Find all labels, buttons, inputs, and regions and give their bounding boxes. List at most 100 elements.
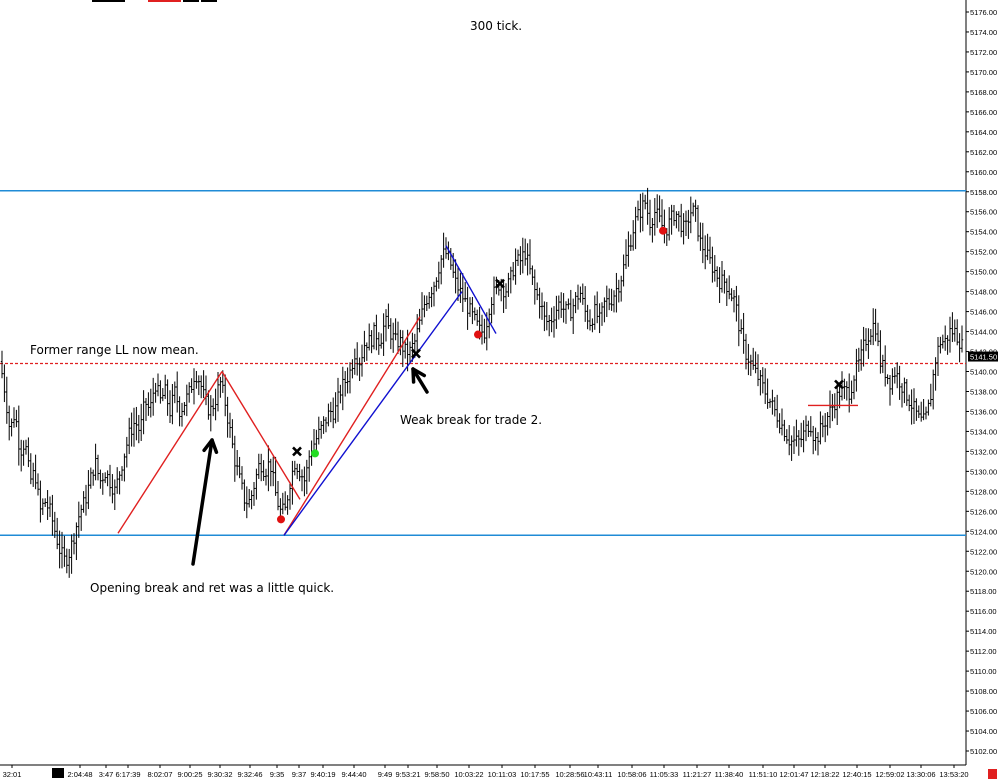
red-trendline — [221, 371, 301, 500]
last-price-tag: 5141.50 — [968, 351, 998, 362]
y-tick-label: 5116.00 — [970, 607, 997, 616]
x-tick-label: 11:21:27 — [683, 770, 712, 779]
y-tick-label: 5162.00 — [970, 148, 997, 157]
y-axis: 5176.00 5174.00 5172.00 5170.00 5168.00 5166.… — [965, 0, 997, 765]
x-tick-label: 9:49 — [378, 770, 393, 779]
x-tick-label: 8:02:07 — [147, 770, 172, 779]
x-tick-label: 9:30:32 — [207, 770, 232, 779]
y-tick-label: 5130.00 — [970, 467, 997, 476]
annotation-arrows — [191, 367, 429, 566]
y-tick-label: 5150.00 — [970, 268, 997, 277]
red-dot-marker — [659, 226, 667, 235]
trendlines — [117, 245, 858, 536]
x-mark-marker — [292, 446, 302, 457]
x-tick-label: 9:44:40 — [341, 770, 366, 779]
blue-trendline — [283, 291, 463, 536]
y-tick-label: 5148.00 — [970, 288, 997, 297]
red-trendline — [283, 316, 421, 536]
x-tick-label: 10:43:11 — [584, 770, 613, 779]
y-tick-label: 5174.00 — [970, 28, 997, 37]
y-tick-label: 5160.00 — [970, 168, 997, 177]
y-tick-label: 5172.00 — [970, 48, 997, 57]
y-tick-label: 5134.00 — [970, 427, 997, 436]
y-tick-label: 5158.00 — [970, 188, 997, 197]
x-tick-label: 11:51:10 — [749, 770, 778, 779]
chart-title: 300 tick. — [470, 19, 522, 33]
x-mark-marker — [834, 379, 844, 390]
red-dot-marker — [474, 330, 482, 339]
x-tick-label: 10:58:06 — [617, 770, 646, 779]
x-tick-label: 10:28:56 — [555, 770, 584, 779]
y-tick-label: 5106.00 — [970, 707, 997, 716]
x-tick-label: 2-2 — [53, 769, 64, 778]
x-mark-stroke — [411, 348, 421, 359]
x-tick-label: 10:17:55 — [520, 770, 549, 779]
y-tick-label: 5136.00 — [970, 407, 997, 416]
x-tick-label: 11:38:40 — [715, 770, 744, 779]
y-tick-label: 5176.00 — [970, 8, 997, 17]
y-tick-label: 5112.00 — [970, 647, 997, 656]
y-tick-label: 5104.00 — [970, 727, 997, 736]
x-tick-label: 9:32:46 — [237, 770, 262, 779]
red-dot-marker — [277, 515, 285, 524]
x-tick-label: 12:59:02 — [875, 770, 904, 779]
trade-markers — [277, 226, 844, 524]
y-tick-label: 5168.00 — [970, 88, 997, 97]
x-tick-label: 9:40:19 — [310, 770, 335, 779]
annotation-opening-break: Opening break and ret was a little quick… — [90, 581, 334, 595]
y-tick-label: 5108.00 — [970, 687, 997, 696]
x-mark-marker — [495, 278, 505, 289]
toolbar-remnants — [92, 0, 217, 2]
x-axis: 32:01 2-2 2:04:48 3:47 6:17:39 8:02:07 9:00:25… — [0, 764, 969, 779]
y-tick-label: 5146.00 — [970, 308, 997, 317]
x-tick-label: 9:58:50 — [424, 770, 449, 779]
y-tick-label: 5126.00 — [970, 507, 997, 516]
x-tick-label: 9:37 — [292, 770, 307, 779]
y-tick-label: 5154.00 — [970, 228, 997, 237]
y-tick-label: 5114.00 — [970, 627, 997, 636]
x-tick-label: 32:01 — [3, 770, 22, 779]
blue-trendline — [445, 245, 497, 334]
x-tick-label: 12:18:22 — [810, 770, 839, 779]
y-tick-label: 5124.00 — [970, 527, 997, 536]
scroll-indicator[interactable] — [988, 769, 997, 779]
x-tick-label: 9:53:21 — [395, 770, 420, 779]
arrow-head — [411, 367, 427, 384]
x-tick-label: 12:01:47 — [779, 770, 808, 779]
arrow-shaft — [411, 367, 429, 394]
x-mark-marker — [411, 348, 421, 359]
x-tick-label: 9:35 — [270, 770, 285, 779]
x-tick-label: 13:30:06 — [906, 770, 935, 779]
x-tick-label: 6:17:39 — [115, 770, 140, 779]
x-tick-date-bg — [52, 768, 64, 778]
annotation-arrow — [411, 367, 429, 394]
y-tick-label: 5118.00 — [970, 587, 997, 596]
y-tick-label: 5152.00 — [970, 248, 997, 257]
annotation-weak-break: Weak break for trade 2. — [400, 413, 542, 427]
y-tick-label: 5156.00 — [970, 208, 997, 217]
y-tick-label: 5144.00 — [970, 328, 997, 337]
last-price-label: 5141.50 — [970, 353, 997, 362]
x-tick-label: 13:53:20 — [939, 770, 968, 779]
y-tick-label: 5166.00 — [970, 108, 997, 117]
x-tick-label: 9:00:25 — [177, 770, 202, 779]
y-tick-label: 5140.00 — [970, 368, 997, 377]
green-dot-marker — [311, 449, 319, 458]
x-tick-label: 12:40:15 — [842, 770, 871, 779]
horizontal-levels — [0, 190, 966, 537]
x-mark-stroke — [292, 446, 302, 457]
x-tick-label: 3:47 — [99, 770, 114, 779]
y-tick-label: 5102.00 — [970, 747, 997, 756]
y-tick-label: 5128.00 — [970, 487, 997, 496]
arrow-head — [202, 438, 219, 454]
y-tick-label: 5138.00 — [970, 387, 997, 396]
x-tick-label: 2:04:48 — [67, 770, 92, 779]
y-tick-label: 5164.00 — [970, 128, 997, 137]
y-tick-label: 5120.00 — [970, 567, 997, 576]
y-tick-label: 5122.00 — [970, 547, 997, 556]
y-tick-label: 5132.00 — [970, 447, 997, 456]
x-mark-stroke — [834, 379, 844, 390]
arrow-shaft — [191, 438, 214, 566]
